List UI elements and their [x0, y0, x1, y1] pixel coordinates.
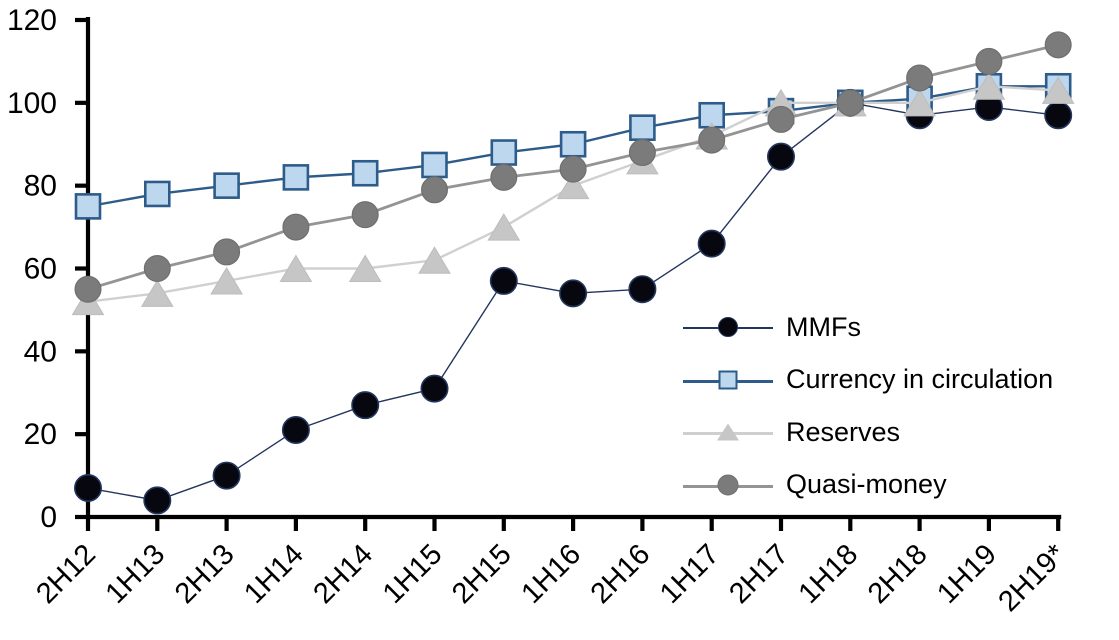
y-axis-tick-label: 40: [24, 335, 57, 368]
data-point-reserves: [279, 254, 313, 283]
x-axis-tick-label: 2H16: [585, 538, 657, 610]
data-point-quasi-money: [282, 213, 310, 241]
legend-item-currency: Currency in circulation: [683, 354, 1053, 407]
x-axis-tick-label: 2H19*: [993, 538, 1073, 618]
data-point-mmfs: [143, 486, 172, 515]
data-point-mmfs: [212, 461, 241, 490]
data-point-quasi-money: [559, 155, 587, 183]
x-axis-tick-label: 1H16: [515, 538, 587, 610]
y-axis-tick-label: 20: [24, 418, 57, 451]
data-point-mmfs: [559, 279, 588, 308]
y-axis-tick-label: 60: [24, 253, 57, 286]
data-point-reserves: [903, 88, 936, 117]
x-axis-tick-label: 2H18: [862, 538, 934, 610]
data-point-currency-in-circulation: [74, 193, 102, 220]
x-axis-tick-label: 1H15: [377, 538, 449, 610]
data-point-reserves: [487, 213, 521, 241]
y-axis-tick-label: 120: [7, 4, 57, 37]
legend-item-reserves: Reserves: [683, 406, 1053, 459]
data-point-reserves: [556, 171, 590, 200]
x-axis-tick-label: 2H14: [307, 538, 379, 610]
y-axis-tick-label: 0: [40, 501, 57, 534]
x-axis-tick-label: 1H18: [793, 538, 865, 610]
y-axis-tick-label: 80: [24, 170, 57, 203]
data-point-mmfs: [1044, 101, 1073, 130]
data-point-mmfs: [281, 416, 310, 445]
legend-item-quasi-money: Quasi-money: [683, 459, 1053, 512]
data-point-reserves: [1041, 76, 1075, 104]
data-point-quasi-money: [213, 238, 241, 266]
data-point-quasi-money: [698, 126, 726, 154]
data-point-currency-in-circulation: [421, 151, 448, 179]
data-point-reserves: [418, 246, 451, 274]
legend-item-mmfs: MMFs: [683, 301, 1053, 354]
data-point-reserves: [210, 266, 243, 295]
data-point-currency-in-circulation: [213, 172, 240, 199]
data-point-quasi-money: [767, 105, 795, 133]
x-axis-tick-label: 2H12: [30, 538, 102, 610]
data-point-mmfs: [489, 266, 518, 295]
data-point-quasi-money: [1044, 31, 1072, 59]
x-axis-tick-label: 2H17: [723, 538, 795, 610]
data-point-quasi-money: [490, 163, 518, 191]
data-point-mmfs: [420, 374, 449, 403]
data-point-quasi-money: [836, 89, 864, 117]
data-point-mmfs: [697, 229, 726, 258]
data-point-currency-in-circulation: [490, 139, 518, 166]
data-point-mmfs: [351, 391, 380, 420]
x-axis-tick-label: 2H13: [169, 538, 241, 610]
legend-label-reserves: Reserves: [786, 416, 901, 447]
data-point-currency-in-circulation: [351, 159, 379, 187]
data-point-currency-in-circulation: [144, 180, 171, 208]
currency-line-marker-icon: [683, 370, 773, 390]
quasi-money-line-marker-icon: [683, 474, 773, 496]
data-point-currency-in-circulation: [559, 130, 587, 158]
x-axis-tick-label: 1H14: [238, 538, 310, 610]
data-point-reserves: [140, 279, 174, 307]
legend-label-mmfs: MMFs: [786, 311, 861, 342]
data-point-quasi-money: [351, 201, 379, 229]
data-point-currency-in-circulation: [282, 164, 310, 191]
data-point-quasi-money: [74, 275, 102, 303]
x-axis-tick-label: 1H13: [100, 538, 172, 610]
mmfs-line-marker-icon: [683, 317, 773, 338]
reserves-line-marker-icon: [683, 422, 773, 442]
data-point-reserves: [348, 254, 382, 283]
x-axis-tick-label: 1H19: [931, 538, 1003, 610]
data-point-mmfs: [628, 275, 657, 304]
data-point-quasi-money: [906, 64, 934, 92]
legend-label-currency: Currency in circulation: [786, 364, 1054, 395]
x-axis-tick-label: 2H15: [446, 538, 518, 610]
legend-label-quasi-money: Quasi-money: [786, 469, 947, 500]
data-point-quasi-money: [421, 176, 449, 204]
x-axis-tick-label: 1H17: [654, 538, 726, 610]
data-point-currency-in-circulation: [629, 114, 656, 141]
y-axis-tick-label: 100: [7, 87, 57, 120]
data-point-mmfs: [766, 142, 795, 171]
data-point-mmfs: [74, 474, 103, 503]
legend: MMFs Currency in circulation Reserves Qu…: [683, 301, 1053, 511]
data-point-quasi-money: [143, 255, 171, 283]
data-point-reserves: [972, 72, 1006, 100]
data-point-quasi-money: [628, 139, 656, 167]
data-point-quasi-money: [975, 47, 1003, 75]
